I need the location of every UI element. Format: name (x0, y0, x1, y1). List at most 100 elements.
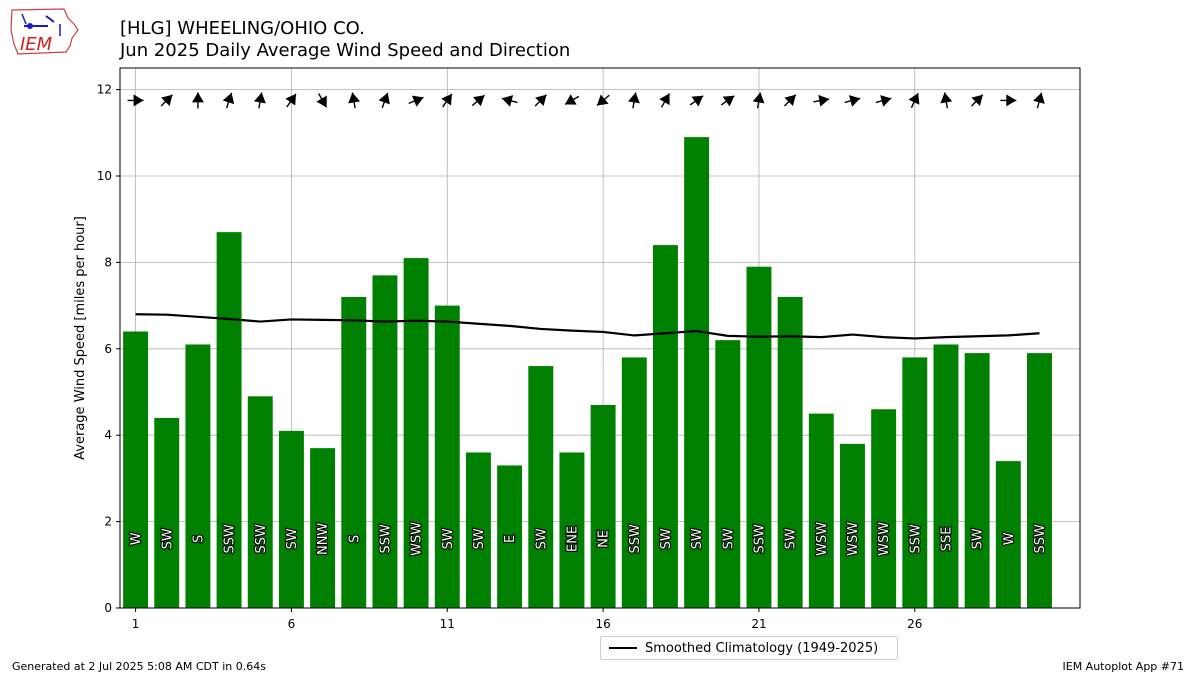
legend-label: Smoothed Climatology (1949-2025) (645, 640, 879, 656)
chart-subtitle: Jun 2025 Daily Average Wind Speed and Di… (120, 40, 571, 61)
direction-label: SW (441, 528, 456, 549)
bar (434, 305, 460, 608)
bar (871, 409, 897, 608)
wind-arrow (534, 94, 547, 107)
direction-label: SW (690, 528, 705, 549)
direction-label: ENE (565, 526, 580, 552)
direction-label: WSW (846, 522, 861, 556)
wind-arrow (689, 95, 704, 107)
wind-arrow (813, 94, 830, 107)
wind-arrow (1033, 92, 1045, 109)
bar (933, 344, 959, 608)
direction-label: W (129, 532, 144, 545)
direction-label: SW (971, 528, 986, 549)
wind-arrow (628, 92, 640, 109)
direction-label: SSW (908, 524, 923, 554)
direction-labels: W SW S SSW SSW SW NNW S SSW WSW SW SW E SW ENE NE SSW SW S… (128, 521, 1049, 557)
plot-frame (119, 67, 1081, 609)
wind-arrow (127, 94, 144, 107)
generated-note: Generated at 2 Jul 2025 5:08 AM CDT in 0… (12, 660, 266, 673)
wind-arrow (378, 92, 390, 109)
direction-label: S (191, 535, 206, 543)
direction-label: S (347, 535, 362, 543)
direction-label: SSW (628, 524, 643, 554)
iem-logo: IEM (8, 6, 80, 58)
wind-arrow (316, 93, 328, 108)
y-tick-label: 8 (104, 255, 112, 269)
x-tick-label: 16 (595, 617, 610, 631)
wind-arrow (783, 94, 797, 107)
wind-arrow (1000, 94, 1017, 107)
x-tick-label: 21 (751, 617, 766, 631)
bar (995, 461, 1021, 608)
bar (278, 430, 304, 608)
bar (840, 443, 865, 608)
direction-label: SSW (223, 524, 238, 554)
direction-label: SW (784, 528, 799, 549)
bar (497, 465, 523, 608)
x-tick-label: 1 (132, 617, 140, 631)
wind-arrow (408, 95, 424, 107)
direction-label: W (1002, 532, 1017, 545)
wind-arrow (471, 94, 486, 107)
bar (465, 452, 491, 608)
legend: Smoothed Climatology (1949-2025) (600, 636, 898, 660)
climatology-line-group (135, 313, 1040, 340)
wind-arrow (908, 92, 920, 108)
direction-label: SW (472, 528, 487, 549)
y-tick-label: 0 (104, 601, 112, 615)
bars (123, 137, 1052, 608)
bar (808, 413, 834, 608)
wind-arrow (348, 92, 361, 109)
y-tick-label: 6 (104, 342, 112, 356)
y-axis-label: Average Wind Speed [miles per hour] (73, 216, 88, 460)
bar (715, 340, 741, 608)
direction-label: NNW (316, 523, 331, 555)
bar (777, 296, 803, 608)
wind-arrow (875, 95, 892, 107)
wind-arrow (720, 95, 735, 107)
direction-arrows (127, 92, 1045, 109)
direction-label: WSW (877, 522, 892, 556)
y-tick-label: 2 (104, 515, 112, 529)
bar (247, 396, 273, 608)
wind-arrow (752, 92, 765, 109)
wind-arrow (285, 93, 297, 108)
bar (621, 357, 647, 608)
y-tick-label: 10 (97, 169, 112, 183)
wind-arrow (940, 92, 953, 109)
y-tick-label: 12 (97, 83, 112, 97)
wind-arrow (222, 92, 235, 109)
bar (403, 258, 429, 608)
legend-line-swatch (609, 647, 637, 649)
wind-arrow (441, 93, 453, 108)
wind-arrow (254, 92, 266, 109)
bar (1027, 353, 1052, 608)
logo-text: IEM (20, 34, 53, 55)
wind-arrow (564, 94, 580, 106)
bar (684, 137, 710, 608)
x-tick-label: 6 (288, 617, 296, 631)
bar (652, 245, 678, 608)
wind-arrow (160, 94, 173, 107)
bar (528, 366, 554, 608)
wind-arrow (501, 95, 518, 107)
direction-label: NE (597, 530, 612, 548)
direction-label: SSE (939, 527, 954, 552)
direction-label: SW (534, 528, 549, 549)
wind-arrow (970, 94, 984, 107)
x-tick-label: 11 (440, 617, 455, 631)
bar (964, 353, 990, 608)
bar (185, 344, 211, 608)
direction-label: SSW (1033, 524, 1048, 554)
direction-label: WSW (815, 522, 830, 556)
climatology-line (135, 313, 1040, 340)
chart-title: [HLG] WHEELING/OHIO CO. (120, 18, 365, 39)
wind-arrow (844, 95, 861, 107)
wind-arrow (191, 92, 204, 109)
direction-label: SW (721, 528, 736, 549)
bar (341, 296, 367, 608)
bar (216, 232, 242, 608)
bar (123, 331, 149, 608)
